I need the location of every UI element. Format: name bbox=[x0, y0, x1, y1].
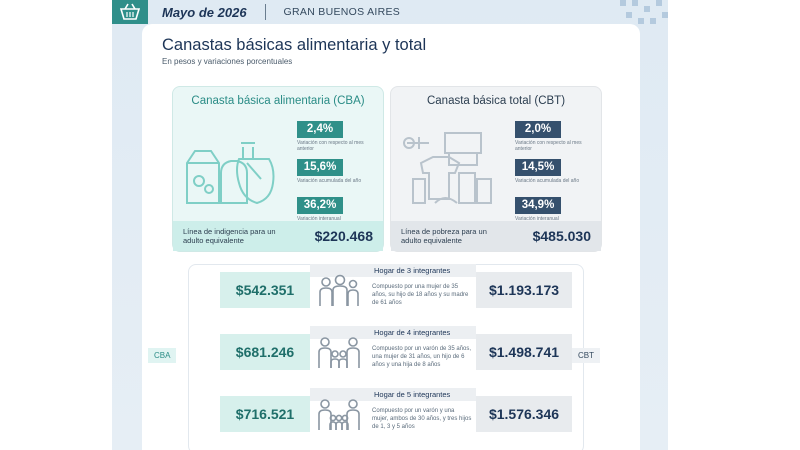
household-4-title: Hogar de 4 integrantes bbox=[374, 328, 451, 337]
cba-stat-monthly-caption: Variación con respecto al mes anterior bbox=[297, 140, 364, 152]
cbt-footer-label: Línea de pobreza para un adulto equivale… bbox=[401, 227, 487, 245]
cba-stat-yearly-value: 36,2% bbox=[297, 197, 343, 214]
household-3-description: Compuesto por una mujer de 35 años, su h… bbox=[372, 284, 469, 306]
household-5-description: Compuesto por un varón y una mujer, ambo… bbox=[372, 408, 472, 430]
household-3-cbt-value: $1.193.173 bbox=[476, 272, 572, 308]
cba-stat-accumulated-caption: Variación acumulada del año bbox=[297, 178, 362, 184]
region-label: GRAN BUENOS AIRES bbox=[283, 6, 401, 18]
cba-footer: Línea de indigencia para un adulto equiv… bbox=[173, 221, 383, 251]
cbt-stat-accumulated: 14,5% Variación acumulada del año bbox=[515, 157, 595, 184]
household-5-cbt-value: $1.576.346 bbox=[476, 396, 572, 432]
household-4-info: Hogar de 4 integrantes Compuesto por un … bbox=[310, 326, 476, 384]
report-date: Mayo de 2026 bbox=[162, 4, 247, 20]
content-card: Canastas básicas alimentaria y total En … bbox=[142, 24, 640, 450]
household-5-title: Hogar de 5 integrantes bbox=[374, 390, 451, 399]
household-4-description: Compuesto por un varón de 35 años, una m… bbox=[372, 346, 472, 368]
household-4-cbt-value: $1.498.741 bbox=[476, 334, 572, 370]
cba-stat-yearly: 36,2% Variación interanual bbox=[297, 195, 377, 222]
household-row-4: $681.246 Hogar de 4 integrantes Compuest… bbox=[190, 326, 582, 384]
household-3-header: Hogar de 3 integrantes bbox=[310, 264, 476, 277]
cba-stat-yearly-caption: Variación interanual bbox=[297, 216, 341, 222]
cbt-footer: Línea de pobreza para un adulto equivale… bbox=[391, 221, 601, 251]
groceries-icon bbox=[186, 142, 275, 205]
cbt-stat-monthly: 2,0% Variación con respecto al mes anter… bbox=[515, 119, 595, 152]
family-of-five-icon bbox=[318, 399, 360, 430]
household-3-info: Hogar de 3 integrantes Compuesto por una… bbox=[310, 264, 476, 322]
header-bar: Mayo de 2026 GRAN BUENOS AIRES bbox=[112, 0, 668, 24]
household-5-info: Hogar de 5 integrantes Compuesto por un … bbox=[310, 388, 476, 446]
cbt-stat-accumulated-caption: Variación acumulada del año bbox=[515, 178, 580, 184]
cba-stat-accumulated: 15,6% Variación acumulada del año bbox=[297, 157, 377, 184]
household-goods-icon bbox=[403, 132, 492, 204]
family-of-four-icon bbox=[318, 337, 360, 368]
cbt-panel: Canasta básica total (CBT) 2,0% Variació… bbox=[390, 86, 602, 252]
household-4-header: Hogar de 4 integrantes bbox=[310, 326, 476, 339]
cba-stat-accumulated-value: 15,6% bbox=[297, 159, 343, 176]
infographic-frame: Mayo de 2026 GRAN BUENOS AIRES Canastas … bbox=[112, 0, 668, 450]
cba-footer-label: Línea de indigencia para un adulto equiv… bbox=[183, 227, 276, 245]
pixel-decoration bbox=[620, 0, 668, 30]
cbt-panel-title: Canasta básica total (CBT) bbox=[426, 95, 566, 107]
page-subtitle: En pesos y variaciones porcentuales bbox=[162, 57, 293, 66]
cbt-stat-yearly-caption: Variación interanual bbox=[515, 216, 559, 222]
household-3-title: Hogar de 3 integrantes bbox=[374, 266, 451, 275]
cba-panel-title: Canasta básica alimentaria (CBA) bbox=[191, 95, 365, 107]
cba-stat-monthly-value: 2,4% bbox=[297, 121, 343, 138]
cba-stat-monthly: 2,4% Variación con respecto al mes anter… bbox=[297, 119, 377, 152]
cba-side-tag: CBA bbox=[148, 348, 177, 363]
basket-icon bbox=[112, 0, 148, 24]
right-margin bbox=[668, 0, 800, 450]
household-4-cba-value: $681.246 bbox=[220, 334, 310, 370]
cbt-footer-value: $485.030 bbox=[532, 228, 591, 244]
left-margin bbox=[0, 0, 112, 450]
cbt-stat-accumulated-value: 14,5% bbox=[515, 159, 561, 176]
cba-footer-value: $220.468 bbox=[314, 228, 373, 244]
cbt-side-tag: CBT bbox=[572, 348, 600, 363]
family-of-three-icon bbox=[319, 274, 359, 306]
cbt-stat-yearly: 34,9% Variación interanual bbox=[515, 195, 595, 222]
household-5-header: Hogar de 5 integrantes bbox=[310, 388, 476, 401]
header-divider bbox=[264, 4, 266, 20]
cbt-stat-monthly-value: 2,0% bbox=[515, 121, 561, 138]
household-3-cba-value: $542.351 bbox=[220, 272, 310, 308]
household-row-3: $542.351 Hogar de 3 integrantes Compuest… bbox=[190, 264, 582, 322]
cbt-stat-monthly-caption: Variación con respecto al mes anterior bbox=[515, 140, 582, 152]
page-title: Canastas básicas alimentaria y total bbox=[162, 36, 427, 54]
household-5-cba-value: $716.521 bbox=[220, 396, 310, 432]
cbt-stat-yearly-value: 34,9% bbox=[515, 197, 561, 214]
cba-panel: Canasta básica alimentaria (CBA) 2,4% Va… bbox=[172, 86, 384, 252]
household-row-5: $716.521 Hogar de 5 integrantes Compuest… bbox=[190, 388, 582, 446]
